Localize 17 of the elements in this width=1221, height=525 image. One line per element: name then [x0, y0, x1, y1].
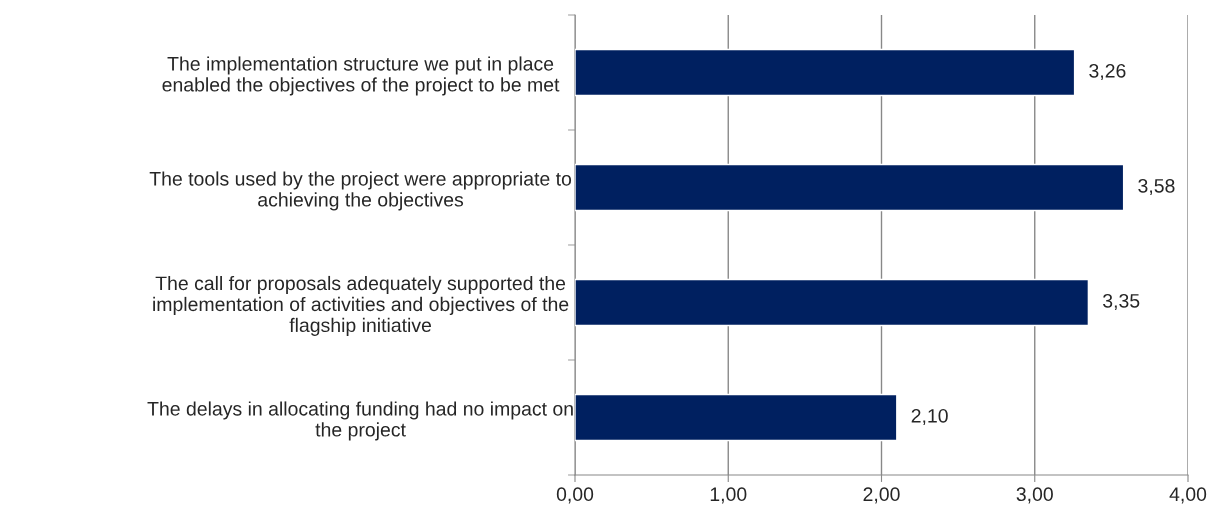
- data-label: 3,26: [1089, 63, 1126, 81]
- data-label: 3,35: [1103, 293, 1140, 311]
- bar: [575, 278, 1090, 327]
- y-tick-label: The implementation structure we put in place enabled the objectives of the project to be met: [162, 56, 560, 96]
- x-tick-label: 2,00: [863, 487, 900, 504]
- y-tick-label: The tools used by the project were appropriate to achieving the objectives: [149, 171, 572, 211]
- bar: [575, 48, 1076, 97]
- bar: [575, 393, 898, 442]
- x-tick-label: 3,00: [1016, 487, 1053, 504]
- data-label: 2,10: [911, 408, 948, 426]
- y-tick-label: The delays in allocating funding had no impact on the project: [147, 401, 573, 441]
- y-tick-label: The call for proposals adequately supported the implementation of activities and objectives of the flagship initiative: [153, 275, 569, 336]
- x-tick-label: 0,00: [556, 487, 594, 504]
- bar: [575, 163, 1125, 212]
- x-tick-label: 1,00: [710, 487, 747, 504]
- data-label: 3,58: [1138, 178, 1175, 196]
- x-tick-label: 4,00: [1169, 487, 1207, 504]
